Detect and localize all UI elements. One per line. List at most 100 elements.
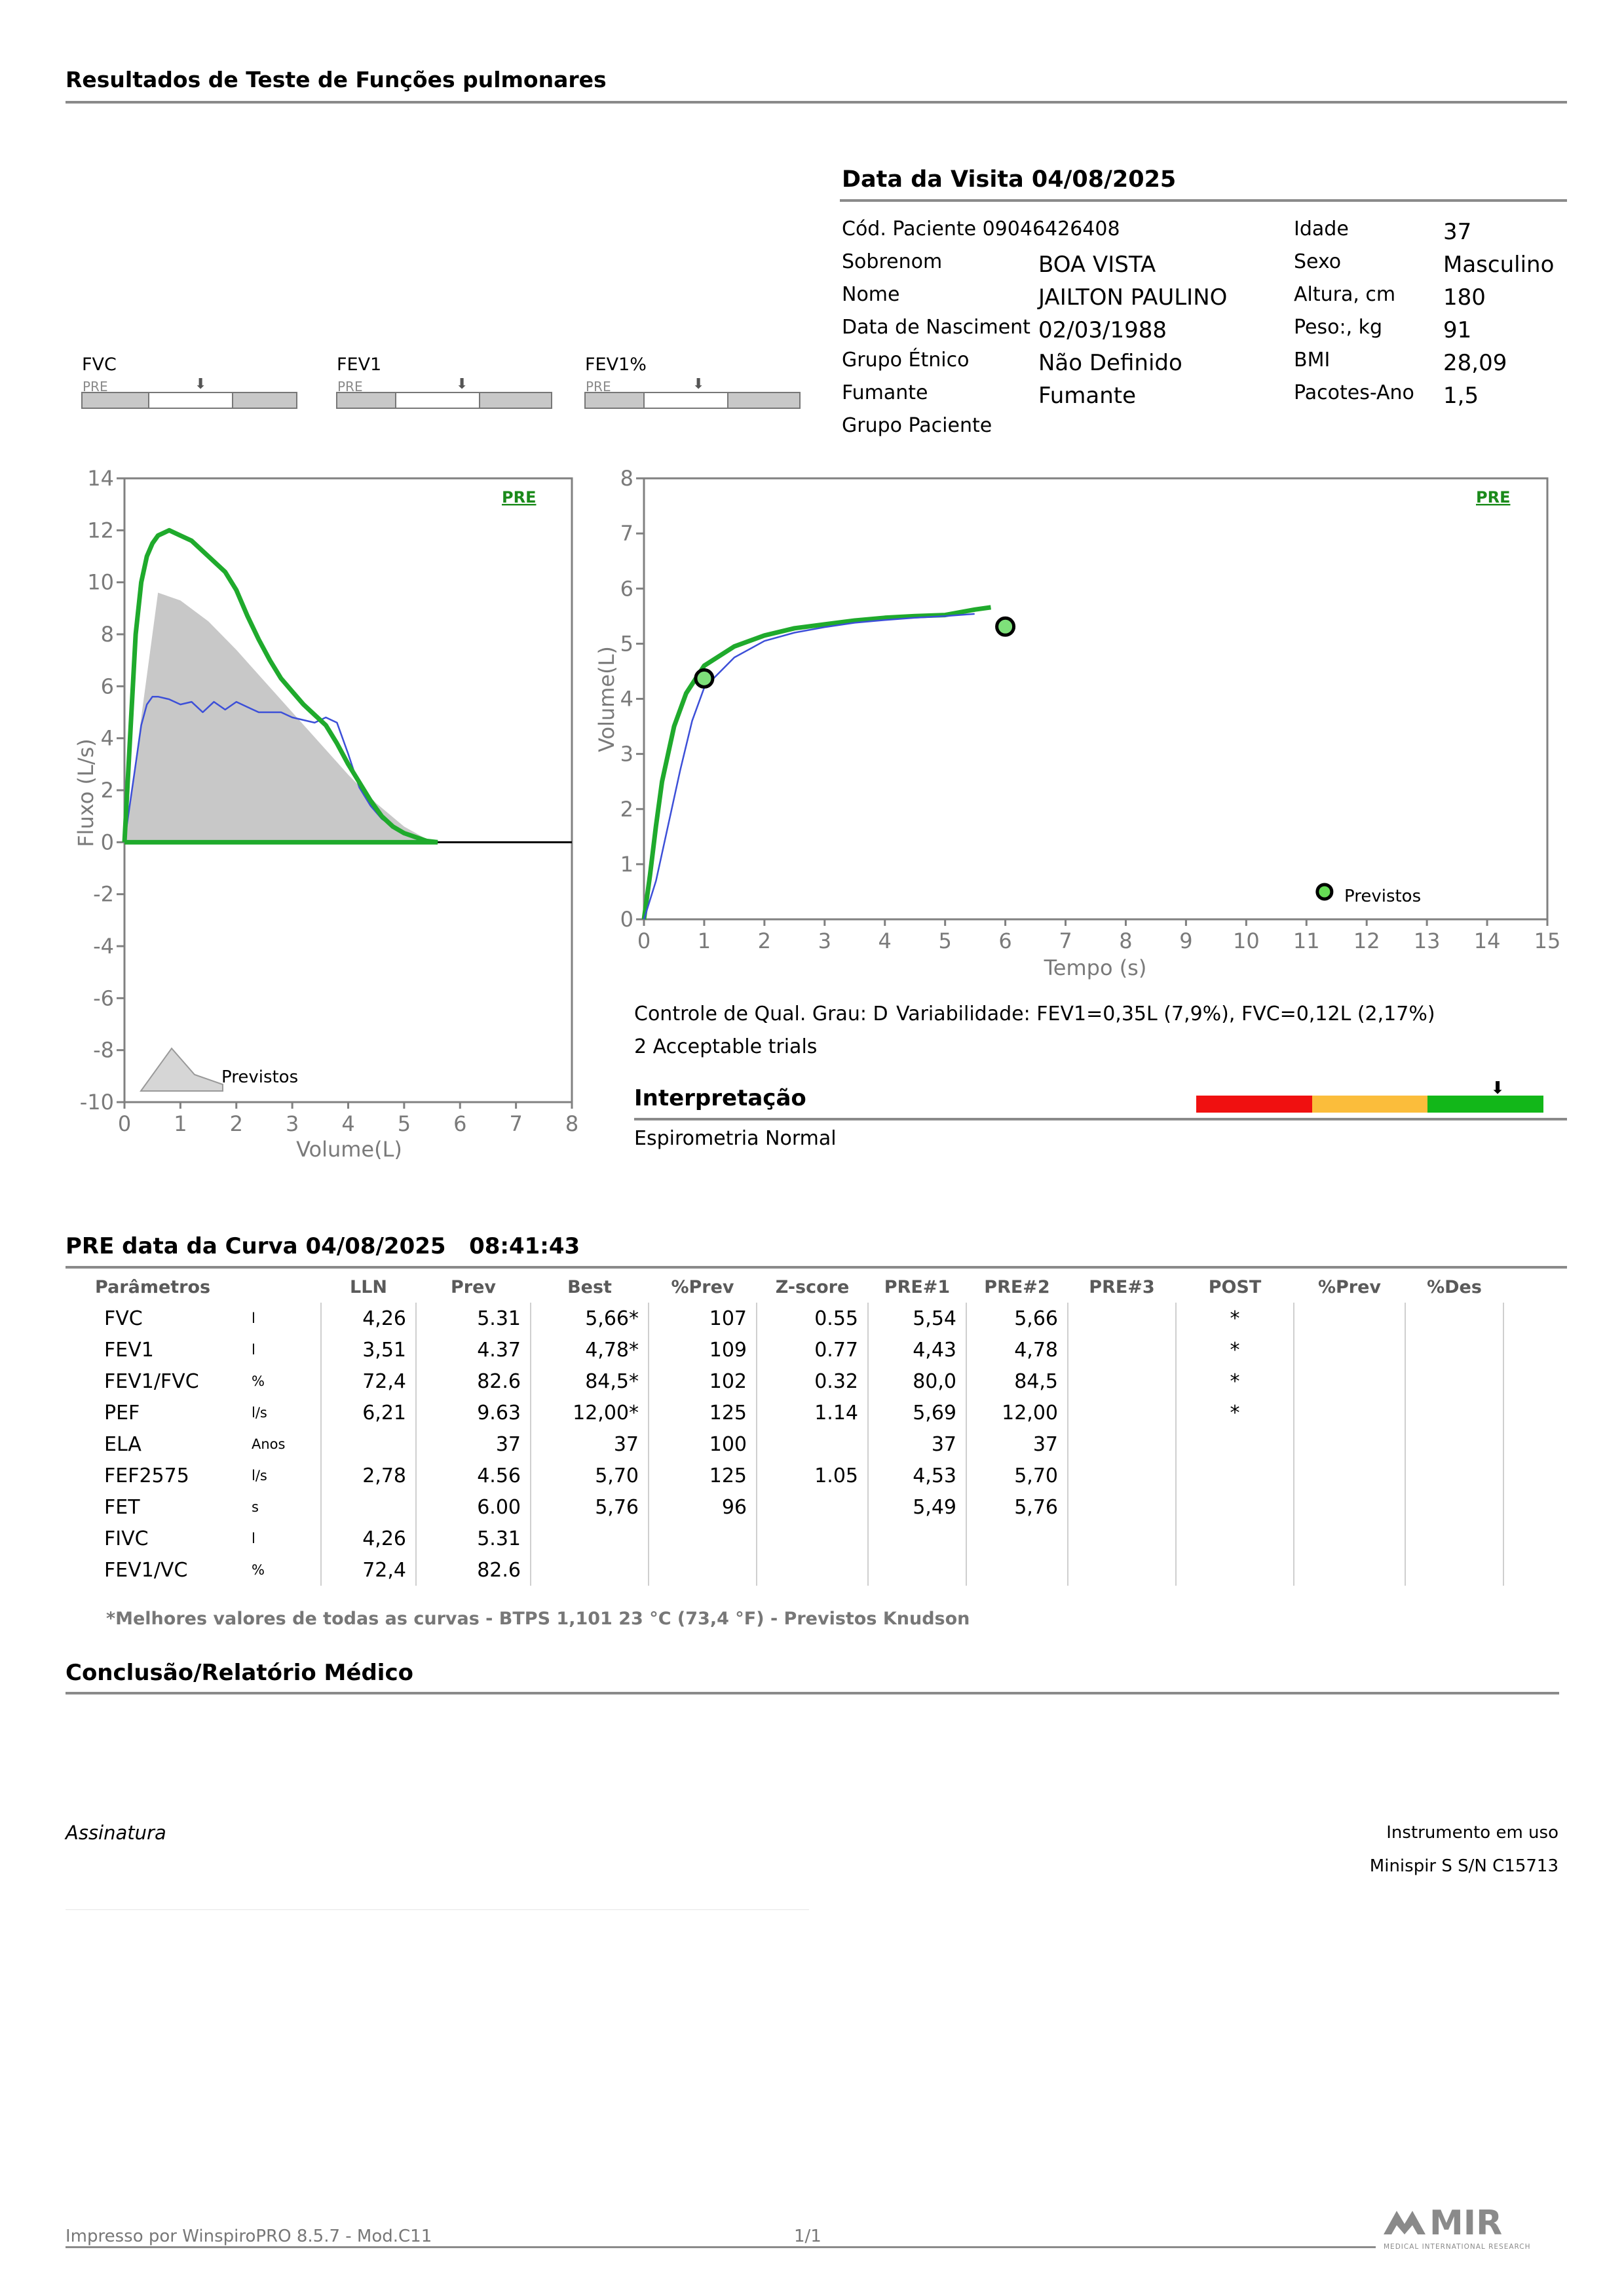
x-tick-label: 1 — [698, 928, 711, 953]
table-row: FEV1/FVC% 72,4 82.6 84,5* 102 0.32 80,0 84,5 * — [95, 1366, 1504, 1397]
table-cell: 125 — [649, 1460, 757, 1491]
table-cell: 102 — [649, 1366, 757, 1397]
x-tick-label: 3 — [286, 1111, 299, 1136]
table-cell: 37 — [966, 1428, 1068, 1460]
table-cell: 1.14 — [757, 1397, 869, 1428]
y-tick-label: 4 — [101, 726, 114, 751]
x-tick-label: 12 — [1353, 928, 1380, 953]
scale-red-segment — [1196, 1096, 1312, 1113]
flow-predicted-label: Previstos — [221, 1067, 298, 1087]
table-cell: 72,4 — [321, 1554, 417, 1586]
table-cell: 96 — [649, 1491, 757, 1523]
table-cell: 5,49 — [868, 1491, 967, 1523]
table-cell: l — [242, 1303, 322, 1334]
y-tick-label: 12 — [87, 518, 114, 543]
y-tick-label: 2 — [620, 797, 633, 822]
table-row: FEF2575 l/s 2,78 4.56 5,70 125 1.05 4,53 5,70 — [95, 1460, 1504, 1491]
table-cell — [1294, 1397, 1406, 1428]
table-cell: 72,4 — [321, 1366, 417, 1397]
table-cell — [1405, 1334, 1504, 1366]
x-tick-label: 0 — [118, 1111, 131, 1136]
table-row: FET s 6.00 5,76 96 5,49 5,76 — [95, 1491, 1504, 1523]
table-cell — [1294, 1523, 1406, 1554]
interpretation-text: Espirometria Normal — [634, 1127, 837, 1150]
time-predicted-label: Previstos — [1344, 887, 1421, 906]
arrow-down-icon: ⬇ — [456, 376, 468, 392]
table-cell — [1068, 1397, 1177, 1428]
table-cell: 12,00 — [966, 1397, 1068, 1428]
acceptable-trials: 2 Acceptable trials — [634, 1035, 818, 1058]
interpretation-title: Interpretação — [634, 1085, 806, 1111]
x-tick-label: 4 — [341, 1111, 354, 1136]
field-value-name: JAILTON PAULINO — [1038, 284, 1228, 311]
table-cell — [868, 1554, 967, 1586]
y-tick-label: 7 — [620, 521, 633, 546]
field-label-ethnic: Grupo Étnico — [842, 349, 970, 372]
gauge-bar — [336, 392, 552, 409]
col-header-pre3: PRE#3 — [1089, 1276, 1155, 1297]
field-label-age: Idade — [1294, 218, 1349, 240]
table-cell — [1176, 1428, 1294, 1460]
arrow-down-icon: ⬇ — [195, 376, 207, 392]
field-value-sex: Masculino — [1443, 252, 1555, 278]
results-table: Parâmetros LLN Prev Best %Prev Z-score P… — [95, 1271, 1504, 1586]
x-tick-label: 8 — [565, 1111, 578, 1136]
table-cell: 5.31 — [416, 1523, 531, 1554]
y-tick-label: 3 — [620, 742, 633, 767]
x-tick-label: 0 — [637, 928, 651, 953]
field-value-age: 37 — [1443, 219, 1472, 245]
predicted-legend-glyph — [140, 1047, 223, 1092]
x-tick-label: 6 — [998, 928, 1011, 953]
x-tick-label: 4 — [878, 928, 892, 953]
x-tick-label: 1 — [174, 1111, 187, 1136]
table-cell: * — [1176, 1303, 1294, 1334]
interpretation-rule — [634, 1118, 1567, 1120]
x-tick-label: 13 — [1414, 928, 1441, 953]
table-cell — [1294, 1366, 1406, 1397]
time-pre-badge: PRE — [1476, 488, 1510, 507]
flow-x-axis-label: Volume(L) — [296, 1137, 402, 1162]
table-cell: % — [242, 1366, 322, 1397]
table-cell: 4.37 — [416, 1334, 531, 1366]
table-cell: 5,66* — [531, 1303, 649, 1334]
conclusion-title: Conclusão/Relatório Médico — [66, 1660, 413, 1686]
time-series — [641, 605, 1334, 920]
mir-logo-subtitle: MEDICAL INTERNATIONAL RESEARCH — [1384, 2243, 1531, 2251]
table-cell: FEV1 — [104, 1338, 154, 1362]
measured-point-marker — [995, 616, 1016, 637]
table-cell — [757, 1523, 869, 1554]
time-y-axis-label: Volume(L) — [594, 646, 619, 752]
field-label-weight: Peso:, kg — [1294, 316, 1383, 339]
y-tick-label: 2 — [101, 778, 114, 803]
table-cell — [1405, 1303, 1504, 1334]
y-tick-label: 1 — [620, 852, 633, 877]
y-tick-label: 14 — [87, 466, 114, 491]
y-tick-label: -8 — [93, 1038, 114, 1063]
x-tick-label: 10 — [1233, 928, 1260, 953]
field-value-surname: BOA VISTA — [1038, 252, 1156, 278]
table-cell: FVC — [104, 1307, 143, 1330]
mir-logo-text: MIR — [1429, 2204, 1502, 2243]
report-title: Resultados de Teste de Funções pulmonare… — [66, 67, 607, 92]
footer-rule — [66, 2246, 1376, 2248]
table-cell: l — [242, 1334, 322, 1366]
best-curve — [641, 605, 991, 920]
curve-title: PRE data da Curva 04/08/2025 08:41:43 — [66, 1233, 580, 1259]
table-cell — [966, 1554, 1068, 1586]
table-cell: 1.05 — [757, 1460, 869, 1491]
table-cell: l/s — [242, 1460, 322, 1491]
col-header-lln: LLN — [349, 1276, 387, 1297]
x-tick-label: 3 — [818, 928, 831, 953]
col-header-best: Best — [567, 1276, 612, 1297]
table-cell: 6,21 — [321, 1397, 417, 1428]
table-cell — [321, 1428, 417, 1460]
gauge-label: FVC — [82, 354, 117, 375]
quality-grade: Controle de Qual. Grau: D — [634, 1003, 888, 1025]
table-cell — [1405, 1491, 1504, 1523]
x-tick-label: 7 — [1059, 928, 1072, 953]
signature-label: Assinatura — [66, 1822, 166, 1844]
results-body: FVC l 4,26 5.31 5,66* 107 0.55 5,54 5,66 * FEV1 l 3,… — [95, 1303, 1504, 1586]
table-cell: 82.6 — [416, 1554, 531, 1586]
